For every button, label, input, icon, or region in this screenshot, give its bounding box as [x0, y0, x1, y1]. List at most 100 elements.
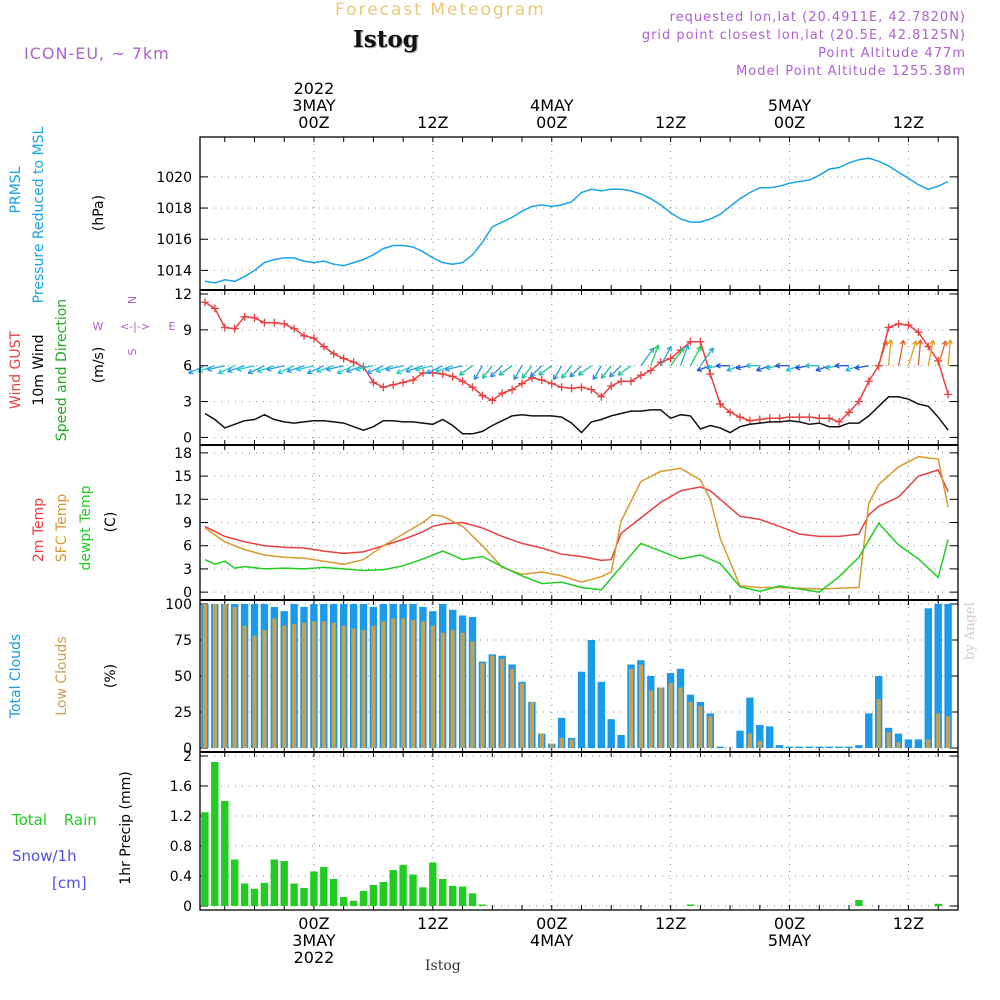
bar-secondary	[500, 658, 505, 748]
bar-primary	[419, 887, 427, 907]
gust-marker	[944, 390, 953, 399]
gust-marker	[666, 354, 675, 363]
gust-marker	[270, 318, 279, 327]
wind-arrow-head	[286, 367, 293, 374]
y-tick-label: 1014	[156, 263, 192, 279]
gust-marker	[488, 396, 497, 405]
wind-arrow-head	[385, 365, 391, 372]
wind-direction-arrow	[513, 365, 523, 380]
wind-arrow-head	[941, 340, 948, 346]
panel-3: 0 25 50 75 100	[165, 597, 959, 757]
bar-secondary	[321, 621, 326, 748]
bottom-time-label: 5MAY	[768, 931, 812, 950]
wind-arrow-head	[899, 339, 906, 346]
bar-secondary	[202, 604, 207, 748]
gust-marker	[716, 399, 725, 408]
wind-arrow-head	[444, 365, 451, 372]
wind-arrow-head	[706, 364, 712, 371]
wind-direction-arrow	[236, 365, 255, 371]
y-tick-label: 0	[183, 741, 192, 757]
gust-marker	[745, 416, 754, 425]
wind-direction-arrow	[897, 340, 905, 366]
gust-marker	[884, 323, 893, 332]
gust-marker	[458, 377, 467, 386]
wind-direction-arrow	[937, 340, 947, 366]
panel-4: 0 0.4 0.8 1.2 1.6 2	[170, 749, 959, 915]
bar-primary	[389, 870, 397, 906]
wind-arrow-head	[236, 365, 242, 372]
wind-arrow-head	[513, 374, 519, 381]
bar-primary	[290, 883, 298, 906]
gust-marker	[914, 328, 923, 337]
bar-secondary	[658, 687, 663, 748]
gust-marker	[250, 313, 259, 322]
bar-secondary	[371, 625, 376, 748]
bar-primary	[201, 812, 209, 907]
gust-marker	[785, 413, 794, 422]
wind-arrow-head	[206, 365, 213, 372]
wind-arrow-head	[521, 373, 527, 379]
wind-direction-arrow	[426, 365, 444, 374]
wind-arrow-head	[247, 368, 254, 375]
wind-arrow-head	[683, 344, 690, 351]
wind-direction-arrow	[415, 365, 433, 371]
wind-direction-arrow	[538, 365, 553, 376]
gust-marker	[230, 324, 239, 333]
wind-arrow-head	[917, 339, 924, 345]
bar-primary	[270, 859, 278, 906]
bar-secondary	[549, 743, 554, 748]
bar-primary	[231, 859, 239, 906]
wind-direction-arrow	[307, 365, 325, 374]
bar-primary	[795, 746, 804, 748]
wind-arrow-head	[649, 347, 655, 353]
wind-arrow-head	[887, 339, 894, 345]
bar-secondary	[569, 739, 574, 748]
gust-marker	[220, 323, 229, 332]
y-tick-label: 6	[183, 359, 192, 375]
wind-direction-arrow	[247, 365, 265, 374]
bottom-time-label: 12Z	[893, 914, 924, 933]
wind-arrow-head	[458, 370, 465, 376]
bar-primary	[805, 746, 814, 748]
gust-marker	[686, 337, 695, 346]
bar-secondary	[539, 733, 544, 748]
total-rain-label: Total Rain	[11, 811, 97, 829]
bar-secondary	[212, 604, 217, 748]
panel-2: 0 3 6 9 12 15 18	[174, 444, 959, 601]
wind-direction-arrow	[188, 365, 206, 374]
wind-10m-label: 10m Wind	[31, 334, 47, 405]
gust-marker	[498, 389, 507, 398]
bar-secondary	[470, 641, 475, 748]
bar-secondary	[351, 628, 356, 748]
wind-direction-arrow	[473, 365, 483, 380]
y-tick-label: 9	[183, 516, 192, 532]
wind-arrow-head	[804, 362, 810, 369]
wind-arrow-head	[715, 362, 721, 369]
wind-arrow-head	[188, 368, 194, 375]
gust-marker	[627, 377, 636, 386]
bottom-time-label: 4MAY	[530, 931, 574, 950]
panel-frame	[199, 136, 959, 291]
wind-direction-arrow	[336, 365, 354, 374]
wind-direction-arrow	[444, 365, 463, 371]
wind-arrow-head	[217, 368, 224, 375]
wind-direction-arrow	[207, 365, 225, 371]
gust-marker	[518, 379, 527, 388]
wind-arrow-head	[405, 367, 411, 374]
bar-secondary	[450, 629, 455, 748]
gust-marker	[845, 408, 854, 417]
gust-marker	[736, 413, 745, 422]
gust-marker	[924, 342, 933, 351]
gust-marker	[755, 415, 764, 424]
bar-primary	[320, 867, 328, 906]
bar-primary	[260, 882, 269, 907]
bar-secondary	[876, 699, 881, 748]
model-label: ICON-EU, ~ 7km	[24, 44, 170, 63]
bar-secondary	[232, 606, 237, 748]
wind-arrow-head	[608, 371, 615, 378]
bar-secondary	[638, 664, 643, 748]
gust-marker	[300, 331, 309, 340]
gust-marker	[825, 414, 834, 423]
bar-primary	[766, 726, 774, 748]
wind-direction-arrow	[490, 365, 503, 378]
